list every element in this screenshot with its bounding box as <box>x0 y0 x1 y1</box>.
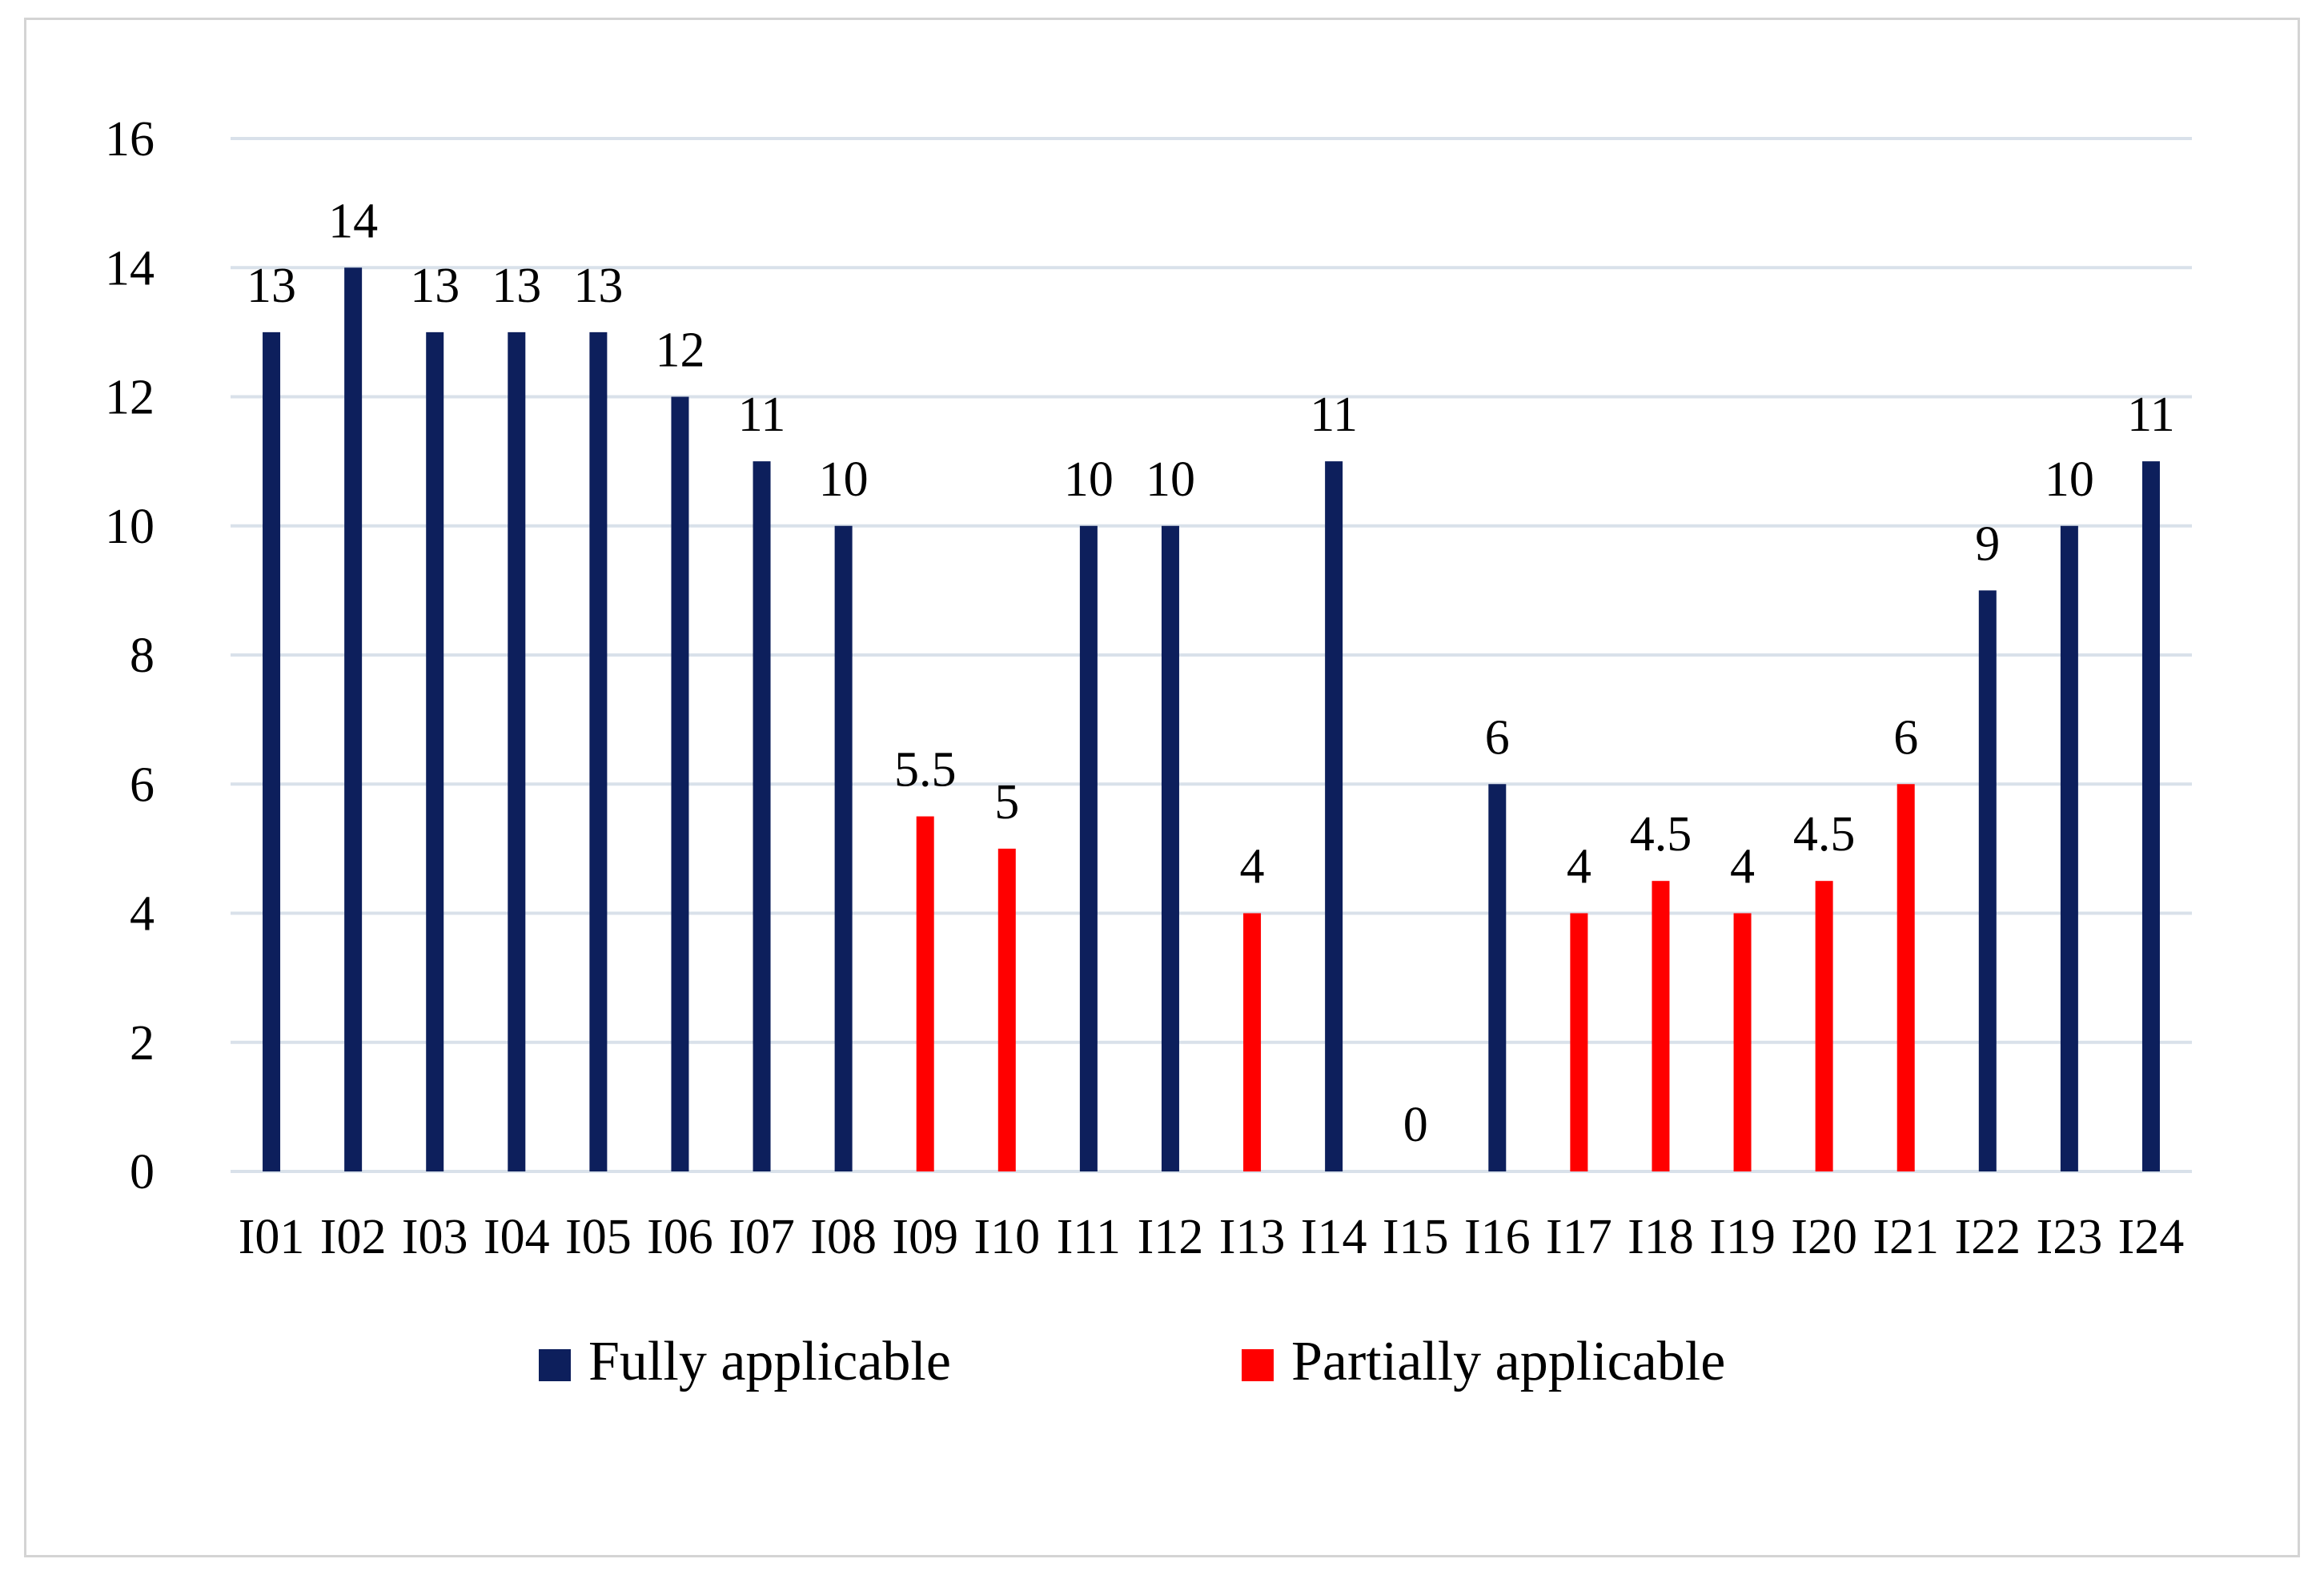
x-tick-label: I02 <box>320 1210 387 1264</box>
y-tick-label: 10 <box>105 500 155 554</box>
data-label-i17: 4 <box>1567 840 1591 894</box>
x-tick-label: I22 <box>1954 1210 2021 1264</box>
data-label-i23: 10 <box>2045 452 2094 507</box>
y-tick-label: 4 <box>130 887 155 942</box>
x-tick-label: I21 <box>1872 1210 1939 1264</box>
bar-i12 <box>1161 525 1179 1171</box>
data-label-i09: 5.5 <box>894 743 957 798</box>
x-tick-label: I16 <box>1464 1210 1531 1264</box>
bar-chart: 0 2 4 6 8 10 12 14 16 13 I01 14 I02 13 I03 13 I04 13 I05 12… <box>105 112 2192 1392</box>
x-tick-label: I17 <box>1546 1210 1612 1264</box>
x-tick-label: I01 <box>239 1210 305 1264</box>
legend-swatch-full <box>539 1349 571 1381</box>
data-label-i11: 10 <box>1064 452 1114 507</box>
x-tick-label: I18 <box>1628 1210 1694 1264</box>
x-tick-label: I11 <box>1057 1210 1121 1264</box>
bar-i09 <box>916 816 934 1171</box>
data-label-i02: 14 <box>328 194 378 248</box>
x-tick-label: I08 <box>810 1210 877 1264</box>
data-label-i22: 9 <box>1975 516 2000 571</box>
bar-i18 <box>1652 881 1670 1171</box>
x-tick-label: I12 <box>1138 1210 1204 1264</box>
data-label-i06: 12 <box>655 323 704 378</box>
chart-frame: 0 2 4 6 8 10 12 14 16 13 I01 14 I02 13 I03 13 I04 13 I05 12… <box>24 18 2300 1557</box>
x-tick-label: I14 <box>1301 1210 1367 1264</box>
y-tick-label: 6 <box>130 757 155 812</box>
x-tick-label: I06 <box>647 1210 713 1264</box>
data-label-i20: 4.5 <box>1793 807 1856 862</box>
y-tick-label: 16 <box>105 112 155 167</box>
data-label-i24: 11 <box>2127 388 2175 442</box>
bar-i16 <box>1488 784 1507 1171</box>
data-label-i14: 11 <box>1310 388 1358 442</box>
data-label-i07: 11 <box>738 388 786 442</box>
data-label-i16: 6 <box>1485 710 1510 765</box>
data-label-i18: 4.5 <box>1630 807 1692 862</box>
bar-i08 <box>834 525 853 1171</box>
x-tick-label: I20 <box>1791 1210 1857 1264</box>
data-label-i19: 4 <box>1730 840 1755 894</box>
x-tick-label: I13 <box>1219 1210 1286 1264</box>
legend-label-partial: Partially applicable <box>1291 1331 1725 1392</box>
bar-i10 <box>997 848 1016 1171</box>
legend-label-full: Fully applicable <box>588 1331 951 1392</box>
x-tick-label: I07 <box>729 1210 795 1264</box>
x-tick-label: I05 <box>565 1210 632 1264</box>
bar-i03 <box>426 331 444 1171</box>
bar-i20 <box>1815 881 1833 1171</box>
x-tick-label: I10 <box>973 1210 1040 1264</box>
bar-i07 <box>753 461 771 1171</box>
data-label-i12: 10 <box>1146 452 1195 507</box>
bar-i05 <box>589 331 608 1171</box>
bar-i02 <box>344 267 363 1171</box>
data-label-i04: 13 <box>492 259 541 313</box>
data-label-i21: 6 <box>1893 710 1918 765</box>
data-label-i13: 4 <box>1240 840 1265 894</box>
bar-i23 <box>2060 525 2078 1171</box>
x-tick-label: I04 <box>484 1210 550 1264</box>
y-tick-label: 0 <box>130 1145 155 1199</box>
x-tick-label: I24 <box>2118 1210 2185 1264</box>
bar-i22 <box>1978 590 1997 1171</box>
x-tick-label: I09 <box>892 1210 958 1264</box>
x-tick-label: I19 <box>1709 1210 1776 1264</box>
legend-swatch-partial <box>1242 1349 1274 1381</box>
y-tick-label: 12 <box>105 371 155 425</box>
y-tick-label: 2 <box>130 1016 155 1071</box>
data-label-i10: 5 <box>994 775 1019 830</box>
bar-i01 <box>263 331 281 1171</box>
bar-i19 <box>1733 913 1752 1171</box>
x-tick-label: I03 <box>402 1210 468 1264</box>
data-label-i01: 13 <box>247 259 296 313</box>
bar-i14 <box>1325 461 1343 1171</box>
data-label-i03: 13 <box>410 259 460 313</box>
data-label-i15: 0 <box>1403 1098 1428 1152</box>
x-tick-label: I23 <box>2037 1210 2103 1264</box>
bar-i17 <box>1570 913 1588 1171</box>
bar-i13 <box>1243 913 1262 1171</box>
bar-i11 <box>1079 525 1098 1171</box>
data-label-i08: 10 <box>819 452 869 507</box>
bar-i24 <box>2141 461 2160 1171</box>
data-label-i05: 13 <box>573 259 623 313</box>
y-tick-label: 14 <box>105 241 155 295</box>
y-tick-label: 8 <box>130 629 155 683</box>
bar-i06 <box>671 396 689 1171</box>
bar-i04 <box>508 331 526 1171</box>
x-tick-label: I15 <box>1383 1210 1449 1264</box>
bar-i21 <box>1897 784 1915 1171</box>
